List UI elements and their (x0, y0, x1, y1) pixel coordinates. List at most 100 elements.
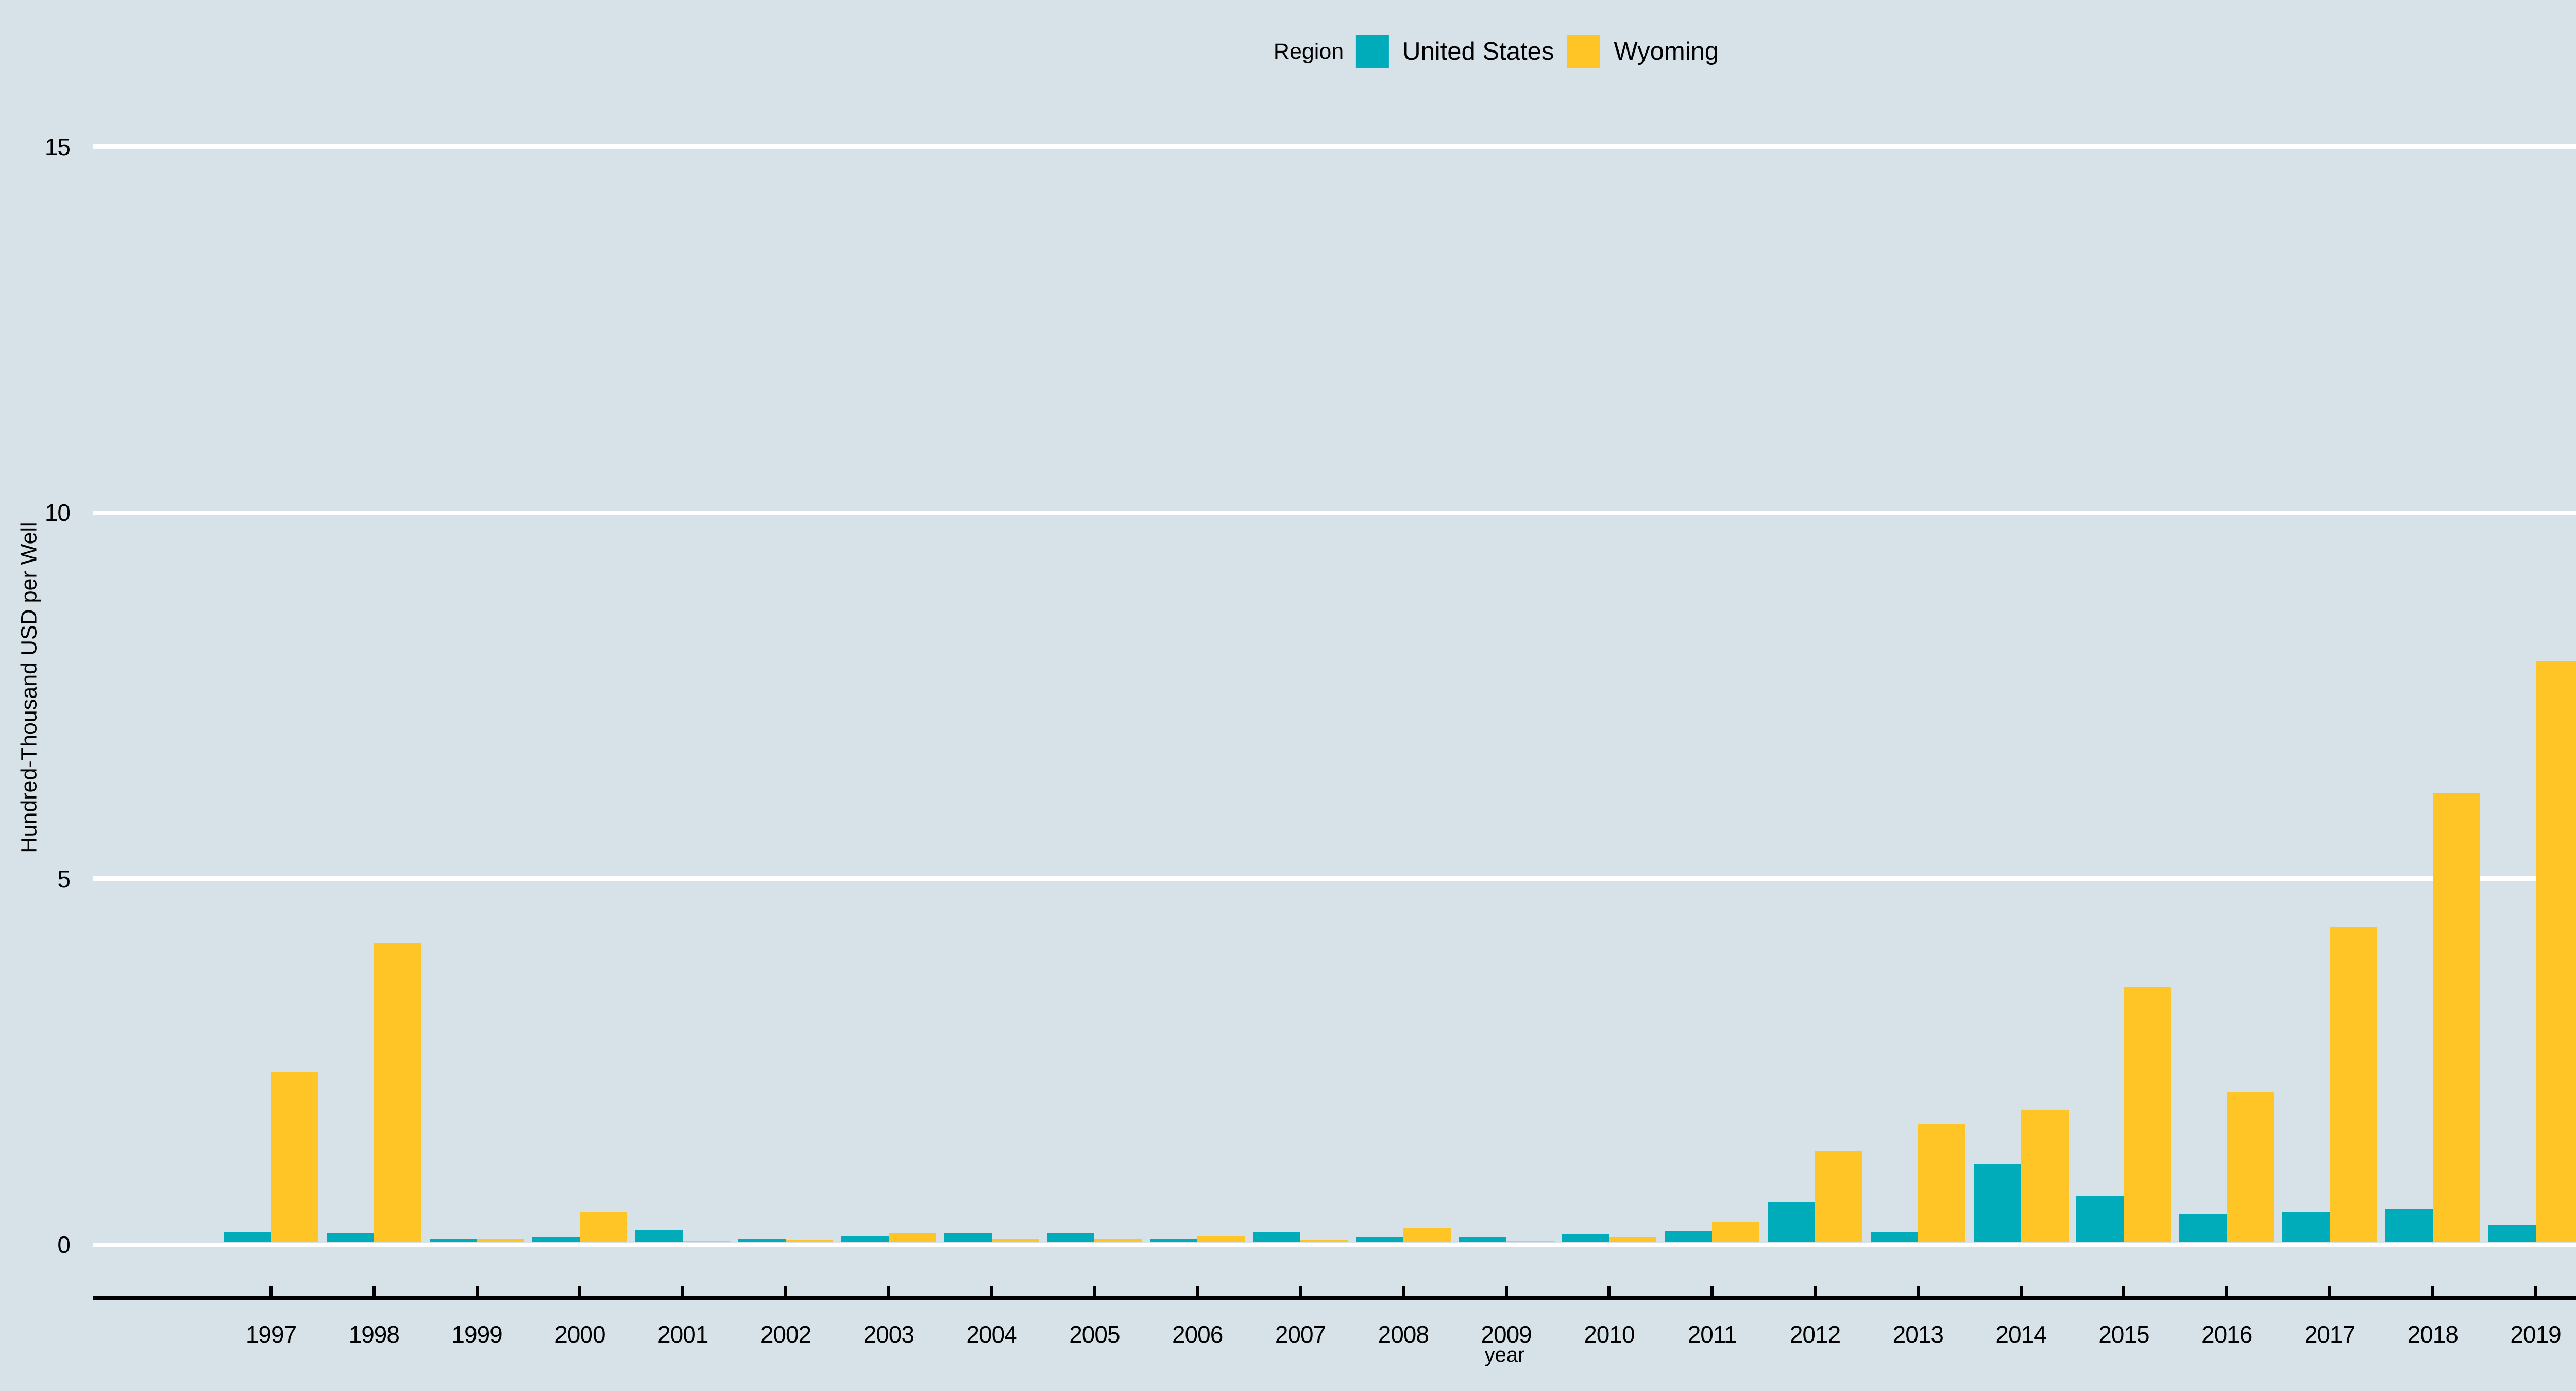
bar-united-states-2015 (2076, 1196, 2124, 1242)
bar-united-states-2013 (1870, 1232, 1918, 1242)
y-axis-title: Hundred-Thousand USD per Well (16, 522, 42, 853)
bar-united-states-2012 (1768, 1202, 1815, 1242)
bar-united-states-2003 (841, 1236, 889, 1242)
x-tick-2005 (1093, 1286, 1096, 1296)
x-tick-label-2008: 2008 (1378, 1321, 1429, 1348)
bar-united-states-2000 (532, 1237, 580, 1242)
bar-wyoming-2011 (1712, 1222, 1760, 1242)
x-tick-label-2011: 2011 (1687, 1321, 1737, 1348)
y-tick-label-15: 15 (44, 133, 71, 160)
bar-wyoming-2010 (1609, 1237, 1657, 1242)
x-tick-2008 (1401, 1286, 1405, 1296)
x-tick-label-2013: 2013 (1892, 1321, 1944, 1348)
legend-swatch-wyoming (1567, 35, 1601, 68)
bar-wyoming-2015 (2124, 987, 2172, 1242)
bar-wyoming-2005 (1094, 1238, 1142, 1242)
bar-wyoming-2001 (683, 1241, 731, 1242)
bar-united-states-2006 (1150, 1238, 1198, 1242)
x-tick-label-2016: 2016 (2201, 1321, 2252, 1348)
bar-united-states-2001 (635, 1230, 683, 1242)
x-tick-2019 (2534, 1286, 2537, 1296)
x-axis-title: year (1484, 1344, 1525, 1366)
bar-united-states-2004 (944, 1233, 992, 1242)
bar-wyoming-2018 (2432, 793, 2480, 1242)
x-tick-2007 (1299, 1286, 1302, 1296)
x-axis-line (93, 1296, 2576, 1300)
x-tick-label-1997: 1997 (245, 1321, 297, 1348)
legend-item-united-states: United States (1356, 35, 1554, 68)
bar-wyoming-2017 (2330, 927, 2377, 1242)
x-tick-2013 (1916, 1286, 1920, 1296)
bar-wyoming-2016 (2227, 1092, 2275, 1242)
x-tick-label-2010: 2010 (1584, 1321, 1635, 1348)
x-tick-2014 (2019, 1286, 2023, 1296)
bar-wyoming-1998 (374, 943, 421, 1242)
x-tick-2011 (1710, 1286, 1714, 1296)
bar-wyoming-2014 (2021, 1110, 2069, 1242)
bar-united-states-2005 (1047, 1233, 1095, 1242)
x-tick-label-2014: 2014 (1995, 1321, 2046, 1348)
x-tick-2009 (1504, 1286, 1508, 1296)
x-tick-2002 (784, 1286, 787, 1296)
x-tick-label-2004: 2004 (966, 1321, 1017, 1348)
bar-united-states-2010 (1562, 1234, 1609, 1242)
bar-wyoming-1999 (477, 1238, 524, 1242)
x-tick-label-2002: 2002 (760, 1321, 811, 1348)
x-tick-label-2017: 2017 (2304, 1321, 2355, 1348)
legend-swatch-united-states (1356, 35, 1389, 68)
x-tick-2010 (1607, 1286, 1611, 1296)
bar-wyoming-2007 (1300, 1240, 1348, 1242)
bar-united-states-2011 (1665, 1231, 1713, 1242)
x-tick-label-2005: 2005 (1069, 1321, 1120, 1348)
bar-wyoming-2008 (1403, 1227, 1451, 1242)
bar-united-states-2019 (2488, 1224, 2536, 1242)
x-tick-label-2009: 2009 (1481, 1321, 1532, 1348)
gridline-15 (93, 144, 2576, 149)
bar-wyoming-2006 (1197, 1236, 1245, 1242)
bar-united-states-1997 (224, 1232, 271, 1242)
bar-wyoming-2003 (888, 1232, 936, 1242)
bar-wyoming-2002 (786, 1240, 833, 1242)
legend-label-united-states: United States (1402, 38, 1554, 65)
bar-united-states-2016 (2179, 1213, 2227, 1242)
x-tick-label-2012: 2012 (1789, 1321, 1841, 1348)
x-tick-2015 (2122, 1286, 2126, 1296)
bar-united-states-2018 (2385, 1208, 2433, 1242)
x-tick-2006 (1196, 1286, 1199, 1296)
legend-title: Region (1273, 39, 1344, 64)
x-tick-1997 (269, 1286, 273, 1296)
x-tick-2018 (2431, 1286, 2434, 1296)
bar-united-states-1999 (429, 1238, 477, 1242)
x-tick-label-1998: 1998 (348, 1321, 400, 1348)
y-tick-label-10: 10 (44, 499, 71, 526)
x-tick-label-2003: 2003 (863, 1321, 914, 1348)
bar-united-states-2002 (738, 1238, 786, 1242)
gridline-5 (93, 876, 2576, 881)
x-tick-label-2006: 2006 (1172, 1321, 1223, 1348)
legend: Region United States Wyoming (1274, 35, 1732, 68)
bar-wyoming-1997 (271, 1071, 318, 1242)
x-tick-label-2019: 2019 (2510, 1321, 2561, 1348)
x-tick-label-2007: 2007 (1275, 1321, 1326, 1348)
legend-label-wyoming: Wyoming (1614, 38, 1719, 65)
bar-wyoming-2000 (580, 1212, 628, 1242)
bar-wyoming-2013 (1918, 1123, 1965, 1242)
bar-wyoming-2004 (991, 1239, 1039, 1242)
x-tick-label-2000: 2000 (554, 1321, 605, 1348)
x-tick-1999 (475, 1286, 479, 1296)
bar-united-states-2009 (1459, 1237, 1506, 1242)
bar-wyoming-2009 (1506, 1241, 1554, 1242)
x-tick-1998 (372, 1286, 376, 1296)
x-tick-2000 (578, 1286, 582, 1296)
bar-united-states-2014 (1973, 1164, 2021, 1242)
x-tick-2003 (887, 1286, 890, 1296)
gridline-0 (93, 1242, 2576, 1247)
x-tick-label-2001: 2001 (657, 1321, 708, 1348)
x-tick-2004 (990, 1286, 993, 1296)
y-tick-label-5: 5 (57, 865, 71, 892)
x-tick-2016 (2225, 1286, 2229, 1296)
gridline-10 (93, 510, 2576, 515)
bar-united-states-2007 (1253, 1232, 1300, 1242)
bar-wyoming-2012 (1815, 1151, 1862, 1242)
